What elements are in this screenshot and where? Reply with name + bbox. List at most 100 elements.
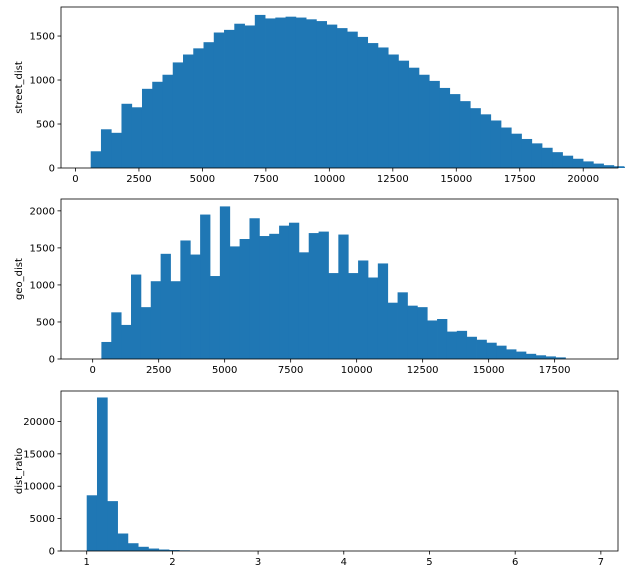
- histogram-bar: [387, 302, 398, 359]
- y-axis-label: geo_dist: [14, 258, 25, 300]
- histogram-bar: [213, 32, 225, 169]
- y-tick-label: 1500: [30, 32, 55, 43]
- histogram-bar: [326, 24, 338, 169]
- histogram-bar: [244, 25, 256, 169]
- histogram-bar: [121, 103, 133, 168]
- x-tick-label: 17500: [504, 174, 536, 185]
- x-tick-label: 0: [89, 365, 95, 376]
- histogram-bar: [308, 233, 319, 359]
- x-tick-label: 3: [255, 557, 261, 568]
- histogram-bar: [150, 281, 162, 359]
- histogram-bar: [111, 312, 122, 359]
- histogram-bar: [306, 19, 317, 168]
- histogram-bar: [545, 356, 556, 359]
- histogram-bar: [180, 240, 191, 359]
- histogram-bar: [377, 47, 389, 169]
- histogram-bar: [111, 132, 122, 168]
- histogram-bar: [476, 339, 487, 359]
- axes-frame: [60, 198, 619, 360]
- histogram-bar: [162, 74, 174, 168]
- histogram-bar: [249, 218, 260, 359]
- histogram-bar: [367, 43, 379, 168]
- histogram-bar: [490, 120, 502, 168]
- histogram-bar: [259, 236, 270, 359]
- histogram-bar: [449, 94, 461, 168]
- histogram-bar: [140, 307, 152, 359]
- histogram-bar: [160, 253, 171, 359]
- y-tick-label: 5000: [30, 514, 55, 525]
- x-tick-label: 12500: [407, 365, 439, 376]
- y-tick-label: 0: [49, 547, 55, 558]
- x-tick-label: 7500: [253, 174, 278, 185]
- histogram-bar: [279, 225, 290, 359]
- x-tick-label: 0: [72, 174, 78, 185]
- histogram-bar: [127, 543, 139, 551]
- y-tick-label: 2000: [30, 206, 55, 217]
- histogram-bar: [427, 320, 438, 359]
- x-tick-label: 10000: [313, 174, 345, 185]
- histogram-bar: [219, 206, 231, 359]
- axes-frame: [60, 390, 619, 552]
- x-tick-label: 20000: [567, 174, 599, 185]
- x-tick-label: 5000: [212, 365, 237, 376]
- histogram-bar: [265, 18, 276, 168]
- histogram-bar: [336, 28, 348, 169]
- histogram-bar: [429, 80, 440, 168]
- histogram-bar: [190, 254, 201, 359]
- histogram-bar: [254, 14, 266, 169]
- histogram-bar: [209, 276, 221, 359]
- histogram-bar: [316, 21, 328, 168]
- street-dist-histogram: 0 2500 5000 7500 10000 12500 15000 17500 20000 0 5…: [14, 6, 625, 185]
- x-tick-label: 15000: [440, 174, 472, 185]
- histogram-bar: [121, 324, 132, 359]
- y-tick-label: 1500: [30, 243, 55, 254]
- y-tick-label: 1000: [30, 280, 55, 291]
- x-tick-label: 7500: [278, 365, 303, 376]
- y-tick-label: 1000: [30, 76, 55, 87]
- geo-dist-histogram: 0 2500 5000 7500 10000 12500 15000 17500 0 500 100…: [14, 198, 619, 376]
- x-tick-label: 4: [341, 557, 347, 568]
- histogram-bar: [234, 23, 245, 168]
- histogram-bar: [367, 277, 379, 359]
- bars: [90, 14, 625, 169]
- histogram-bar: [459, 101, 471, 168]
- y-tick-label: 10000: [23, 482, 55, 493]
- histogram-bar: [183, 54, 194, 169]
- histogram-bar: [397, 292, 408, 359]
- histogram-bar: [417, 307, 428, 359]
- histogram-bar: [439, 87, 451, 168]
- histogram-bar: [131, 274, 142, 359]
- x-tick-label: 17500: [539, 365, 571, 376]
- y-tick-label: 500: [36, 120, 55, 131]
- histogram-bar: [338, 234, 349, 359]
- histogram-bar: [288, 222, 300, 359]
- bars: [101, 206, 566, 359]
- histogram-bar: [101, 341, 112, 359]
- histogram-bar: [269, 233, 280, 359]
- axes-frame: [60, 6, 619, 169]
- bars: [86, 397, 252, 551]
- y-axis-label: street_dist: [14, 61, 25, 114]
- histogram-bar: [90, 151, 102, 168]
- histogram-bar: [100, 129, 112, 168]
- histogram-bar: [466, 336, 477, 359]
- x-tick-label: 15000: [473, 365, 505, 376]
- histogram-bar: [203, 42, 215, 169]
- x-tick-label: 1: [84, 557, 90, 568]
- histogram-bar: [521, 138, 533, 168]
- histogram-bar: [480, 114, 492, 168]
- histogram-bar: [470, 108, 481, 168]
- histogram-bar: [357, 36, 369, 168]
- histogram-bar: [318, 231, 329, 359]
- histogram-bar: [131, 107, 143, 168]
- histogram-bar: [541, 147, 553, 168]
- histogram-bar: [158, 549, 170, 551]
- histogram-bar: [298, 252, 310, 359]
- histogram-bar: [583, 161, 594, 168]
- x-tick-label: 5000: [190, 174, 215, 185]
- x-tick-label: 10000: [341, 365, 373, 376]
- x-tick-label: 2500: [146, 365, 171, 376]
- x-tick-label: 7: [598, 557, 604, 568]
- histogram-bar: [486, 342, 497, 359]
